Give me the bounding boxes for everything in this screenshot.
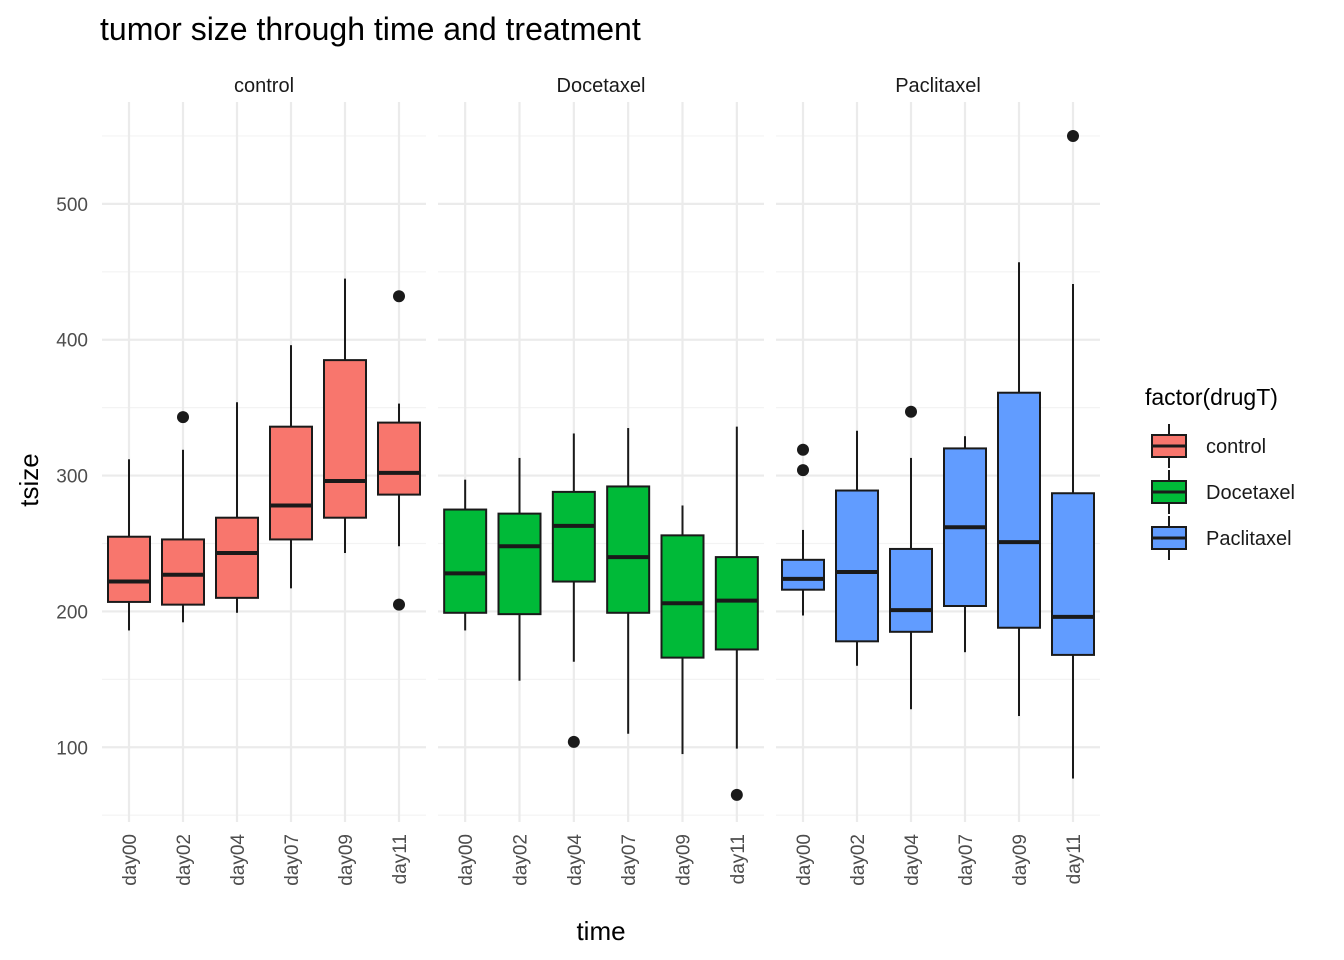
- legend-label: Docetaxel: [1206, 482, 1295, 504]
- x-tick-label: day02: [848, 834, 869, 886]
- x-tick-label: day09: [1010, 834, 1031, 886]
- box-iqr: [497, 512, 542, 616]
- outlier-point: [567, 735, 580, 748]
- outlier-point: [393, 290, 405, 303]
- box-paclitaxel-day07: [943, 436, 987, 653]
- outlier-point: [1067, 129, 1079, 142]
- x-tick-label: day02: [511, 834, 532, 886]
- x-tick-label: day09: [674, 834, 695, 886]
- box-iqr: [323, 359, 367, 519]
- x-tick-label: day11: [1064, 834, 1085, 884]
- box-control-day02: [161, 411, 205, 623]
- facet-panel-docetaxel: Docetaxel day00 day02 day04 day07 day09 day11: [438, 75, 764, 886]
- box-control-day04: [215, 402, 259, 613]
- box-iqr: [714, 556, 759, 651]
- outlier-point: [393, 598, 405, 611]
- legend: factor(drugT) control Docetaxel Paclitaxel: [1145, 384, 1295, 560]
- box-paclitaxel-day11: [1051, 129, 1095, 779]
- box-iqr: [835, 489, 879, 643]
- legend-key-paclitaxel: Paclitaxel: [1151, 516, 1292, 560]
- x-tick-label: day00: [456, 834, 477, 886]
- box-control-day07: [269, 345, 313, 589]
- y-tick-label: 500: [56, 195, 88, 216]
- outlier-point: [797, 464, 809, 477]
- y-tick-label: 300: [56, 467, 88, 488]
- box-iqr: [997, 391, 1041, 629]
- x-tick-label: day00: [794, 834, 815, 886]
- box-iqr: [781, 558, 825, 591]
- box-paclitaxel-day02: [835, 430, 879, 666]
- y-axis-title: tsize: [14, 453, 44, 506]
- legend-keys: control Docetaxel Paclitaxel: [1151, 424, 1295, 560]
- x-tick-label: day04: [902, 834, 923, 886]
- box-docetaxel-day04: [551, 433, 596, 748]
- x-tick-label: day07: [282, 834, 303, 886]
- x-tick-label: day00: [120, 834, 141, 886]
- box-control-day09: [323, 278, 367, 554]
- outlier-point: [905, 405, 917, 418]
- box-iqr: [889, 547, 933, 633]
- facet-strip-label: Paclitaxel: [895, 75, 981, 97]
- x-axis-title: time: [576, 916, 625, 946]
- box-iqr: [161, 538, 205, 606]
- outlier-point: [730, 788, 743, 801]
- x-tick-label: day02: [174, 834, 195, 886]
- box-control-day11: [377, 290, 421, 611]
- x-tick-label: day07: [619, 834, 640, 886]
- box-iqr: [660, 534, 705, 659]
- box-control-day00: [107, 459, 151, 631]
- box-iqr: [1051, 492, 1095, 656]
- box-iqr: [551, 490, 596, 583]
- box-docetaxel-day02: [497, 457, 542, 681]
- y-tick-label: 200: [56, 602, 88, 623]
- facet-strip-label: control: [234, 75, 294, 97]
- legend-key-control: control: [1151, 424, 1266, 468]
- x-tick-label: day04: [565, 834, 586, 886]
- y-tick-label: 400: [56, 331, 88, 352]
- box-docetaxel-day11: [714, 426, 759, 801]
- box-iqr: [269, 425, 313, 541]
- box-iqr: [107, 535, 151, 603]
- box-iqr: [377, 421, 421, 496]
- box-paclitaxel-day04: [889, 405, 933, 710]
- legend-label: Paclitaxel: [1206, 528, 1292, 550]
- box-iqr: [606, 485, 651, 614]
- facet-panels: 100 200 300 400 500 control day00 day02 day04 day…: [56, 75, 1100, 886]
- outlier-point: [797, 443, 809, 456]
- y-tick-label: 100: [56, 738, 88, 759]
- outlier-point: [177, 411, 189, 424]
- box-docetaxel-day07: [606, 428, 651, 734]
- legend-title: factor(drugT): [1145, 384, 1278, 410]
- chart-title: tumor size through time and treatment: [100, 11, 641, 47]
- facet-strip-label: Docetaxel: [557, 75, 646, 97]
- legend-key-docetaxel: Docetaxel: [1151, 470, 1295, 514]
- x-tick-label: day11: [390, 834, 411, 884]
- legend-label: control: [1206, 436, 1266, 458]
- x-tick-label: day11: [728, 834, 749, 884]
- box-paclitaxel-day00: [781, 443, 825, 616]
- box-docetaxel-day00: [443, 479, 488, 631]
- box-iqr: [215, 516, 259, 599]
- x-tick-label: day07: [956, 834, 977, 886]
- facet-panel-control: control day00 day02 day04 day07 day09 day11: [102, 75, 426, 886]
- box-docetaxel-day09: [660, 505, 705, 755]
- box-iqr: [443, 508, 488, 614]
- x-tick-label: day04: [228, 834, 249, 886]
- facet-panel-paclitaxel: Paclitaxel day00 day02 day04 day07 day09 day11: [776, 75, 1100, 886]
- x-tick-label: day09: [336, 834, 357, 886]
- box-paclitaxel-day09: [997, 262, 1041, 717]
